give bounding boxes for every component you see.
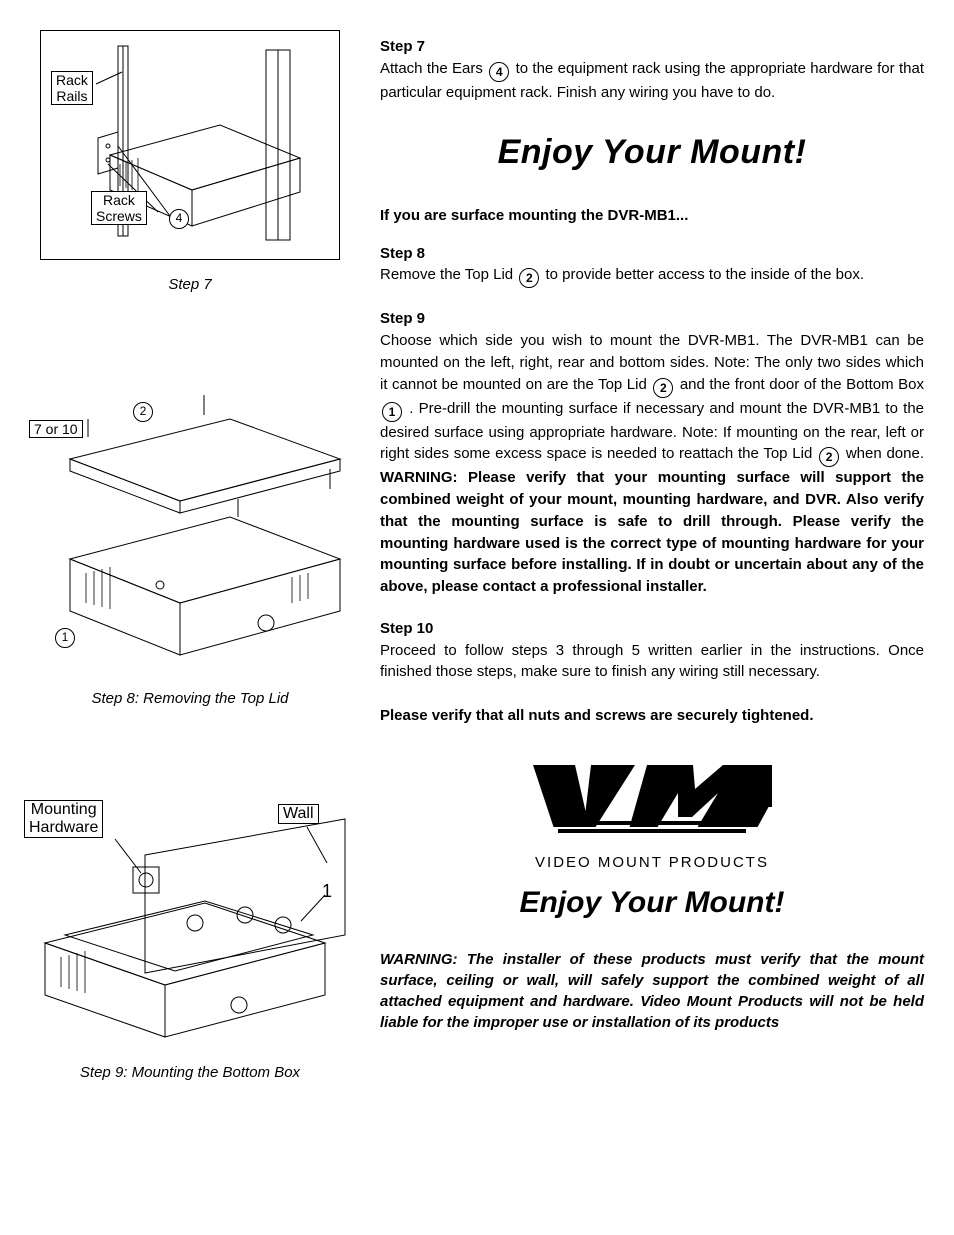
step-10-heading: Step 10 (380, 618, 924, 640)
figure-step-9: Mounting Hardware Wall 1 (20, 798, 360, 1048)
caption-step-8: Step 8: Removing the Top Lid (20, 688, 360, 710)
circled-2-s8: 2 (519, 268, 539, 288)
callout-1-fig8: 1 (55, 628, 75, 648)
step-9-body: Choose which side you wish to mount the … (380, 330, 924, 598)
step-9-text-d: when done. (846, 445, 924, 462)
final-warning: WARNING: The installer of these products… (380, 949, 924, 1033)
diagram-step-9 (25, 803, 355, 1043)
step-7-heading: Step 7 (380, 36, 924, 58)
label-rack-screws: Rack Screws (91, 191, 147, 225)
step-8-text-b: to provide better access to the inside o… (545, 266, 864, 283)
step-7-text-a: Attach the Ears (380, 60, 483, 77)
enjoy-headline-2: Enjoy Your Mount! (380, 881, 924, 925)
text-column: Step 7 Attach the Ears 4 to the equipmen… (380, 30, 924, 1093)
step-9-text-c: . Pre-drill the mounting surface if nece… (380, 400, 924, 463)
verify-tightened: Please verify that all nuts and screws a… (380, 705, 924, 727)
label-7-or-10: 7 or 10 (29, 420, 83, 438)
step-9-heading: Step 9 (380, 308, 924, 330)
callout-1-fig9: 1 (322, 878, 332, 904)
circled-2-s9a: 2 (653, 378, 673, 398)
surface-mount-intro: If you are surface mounting the DVR-MB1.… (380, 205, 924, 227)
figures-column: Rack Rails Rack Screws 4 Step 7 (20, 30, 360, 1093)
circled-2-s9b: 2 (819, 447, 839, 467)
label-mounting-hardware: Mounting Hardware (24, 800, 103, 839)
step-8-body: Remove the Top Lid 2 to provide better a… (380, 264, 924, 288)
figure-step-8: 2 7 or 10 1 (25, 384, 355, 674)
label-rack-rails: Rack Rails (51, 71, 93, 105)
caption-step-9: Step 9: Mounting the Bottom Box (20, 1062, 360, 1084)
step-9-warning: WARNING: Please verify that your mountin… (380, 469, 924, 595)
callout-4: 4 (169, 209, 189, 229)
callout-2-fig8: 2 (133, 402, 153, 422)
vmp-logo-icon (532, 753, 772, 839)
enjoy-headline-1: Enjoy Your Mount! (380, 128, 924, 177)
step-9-text-b: and the front door of the Bottom Box (680, 376, 924, 393)
step-10-body: Proceed to follow steps 3 through 5 writ… (380, 640, 924, 684)
circled-4: 4 (489, 62, 509, 82)
label-wall: Wall (278, 804, 319, 824)
logo-subtitle: VIDEO MOUNT PRODUCTS (380, 852, 924, 874)
step-8-heading: Step 8 (380, 243, 924, 265)
step-8-text-a: Remove the Top Lid (380, 266, 513, 283)
caption-step-7: Step 7 (20, 274, 360, 296)
logo-block: VIDEO MOUNT PRODUCTS (380, 753, 924, 874)
figure-step-7: Rack Rails Rack Screws 4 (40, 30, 340, 260)
step-7-body: Attach the Ears 4 to the equipment rack … (380, 58, 924, 104)
circled-1-s9: 1 (382, 402, 402, 422)
